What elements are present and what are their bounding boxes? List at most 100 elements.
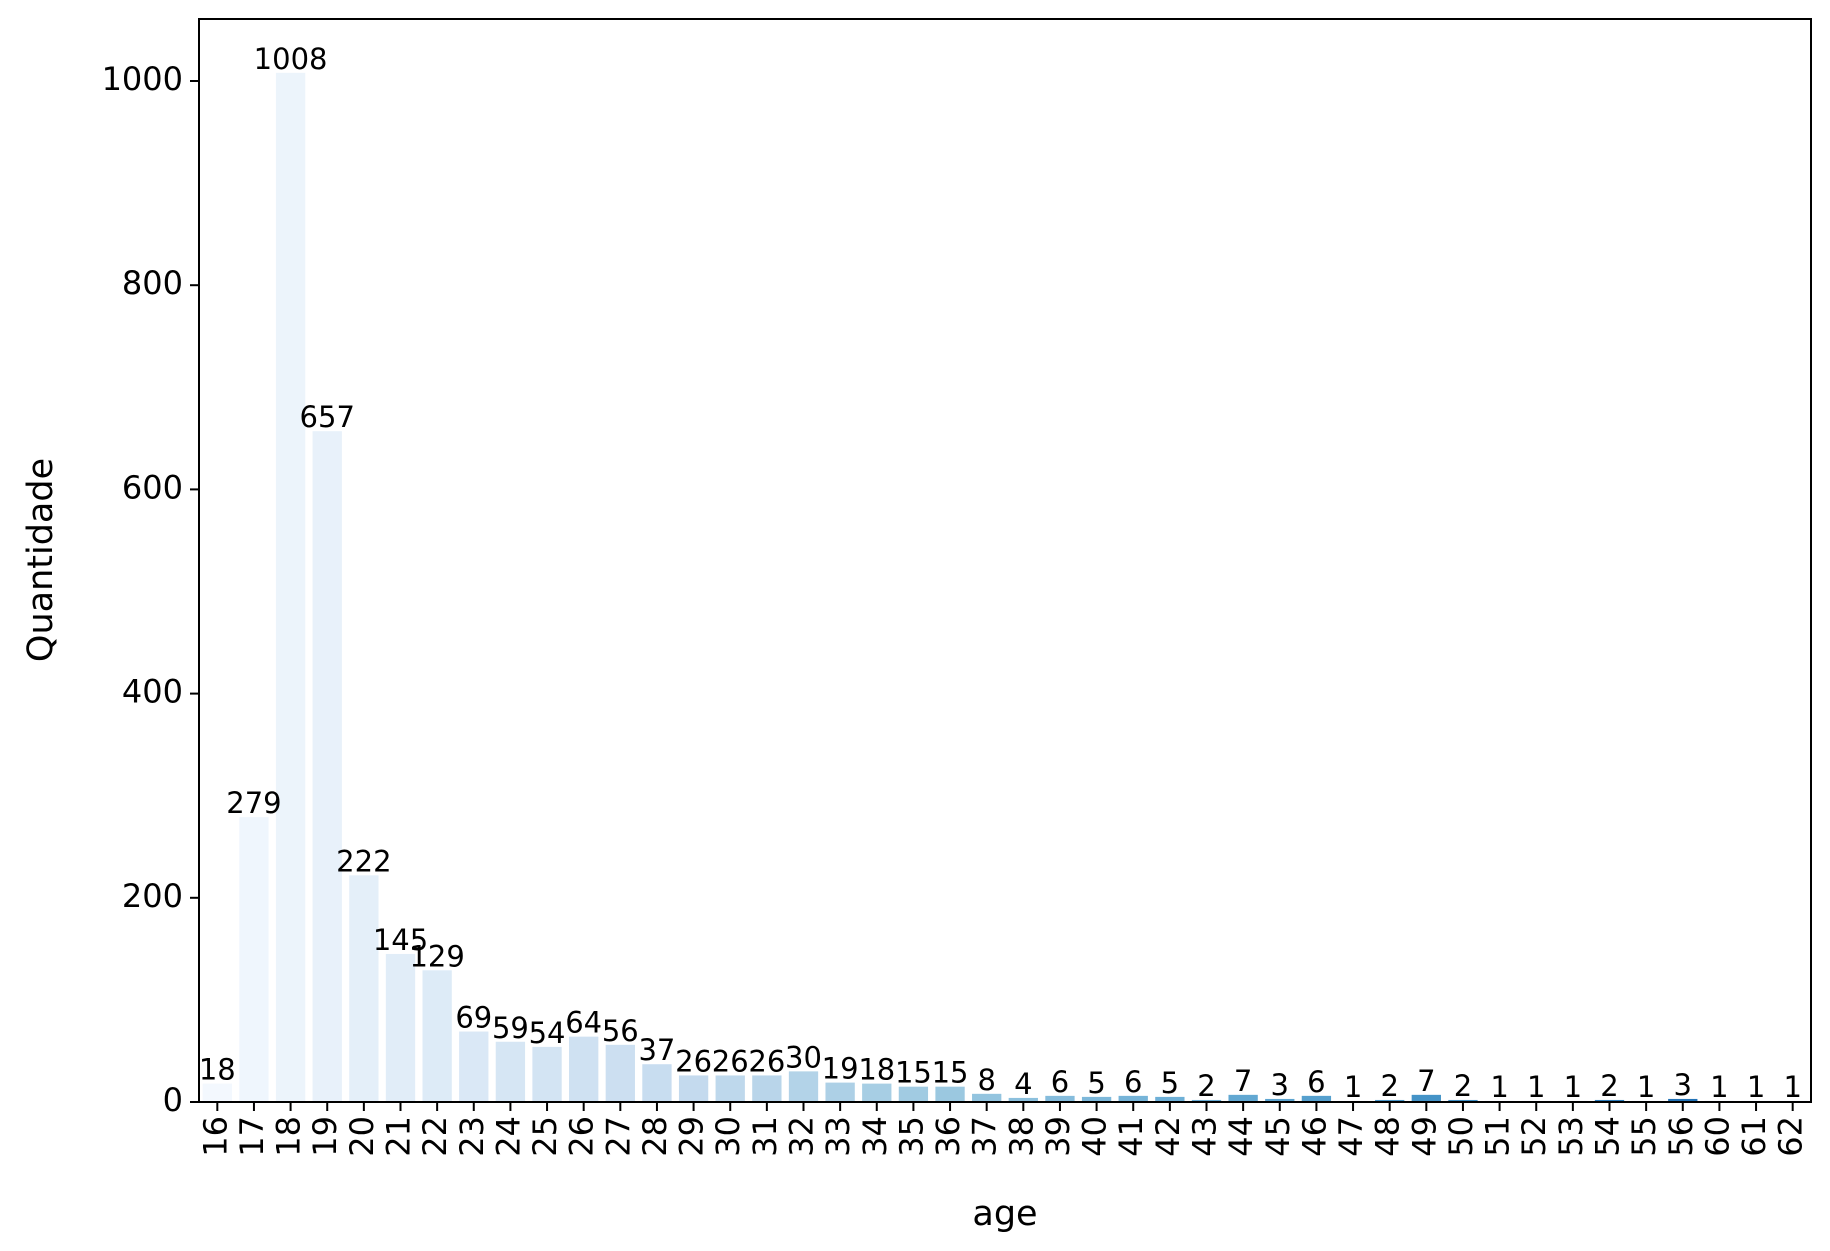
bar-age-26 <box>569 1036 599 1102</box>
bar-age-20 <box>349 875 379 1102</box>
x-tick-label-24: 24 <box>489 1116 527 1157</box>
value-label-age-26: 64 <box>565 1006 602 1040</box>
y-tick-label-1000: 1000 <box>102 60 183 98</box>
y-axis: 0 200 400 600 800 1000 <box>102 60 199 1119</box>
bar-age-41 <box>1118 1095 1148 1102</box>
x-tick-label-55: 55 <box>1625 1116 1663 1157</box>
bar-age-25 <box>532 1046 562 1102</box>
bar-age-54 <box>1594 1099 1625 1102</box>
x-tick-label-54: 54 <box>1589 1116 1627 1157</box>
bar-age-49 <box>1411 1094 1441 1102</box>
y-tick-label-800: 800 <box>122 264 183 302</box>
bar-age-18 <box>275 72 306 1103</box>
value-label-age-38: 4 <box>1014 1067 1032 1101</box>
value-label-age-19: 657 <box>300 400 355 434</box>
value-label-age-48: 2 <box>1380 1069 1398 1103</box>
value-label-age-60: 1 <box>1710 1070 1728 1104</box>
bar-age-29 <box>678 1075 709 1102</box>
value-label-age-22: 129 <box>409 939 464 973</box>
x-tick-label-19: 19 <box>306 1116 344 1157</box>
x-tick-label-60: 60 <box>1698 1116 1736 1157</box>
value-label-age-30: 26 <box>712 1044 749 1078</box>
x-tick-label-33: 33 <box>819 1116 857 1157</box>
x-tick-label-47: 47 <box>1332 1116 1370 1157</box>
x-axis-title: age <box>972 1194 1037 1234</box>
x-tick-label-56: 56 <box>1662 1116 1700 1157</box>
bar-age-30 <box>715 1075 745 1102</box>
value-label-age-52: 1 <box>1527 1070 1545 1104</box>
bars-group <box>202 72 1808 1103</box>
bar-age-28 <box>642 1064 672 1102</box>
x-tick-label-37: 37 <box>966 1116 1004 1157</box>
x-tick-label-53: 53 <box>1552 1116 1590 1157</box>
value-label-age-25: 54 <box>529 1016 566 1050</box>
x-tick-label-27: 27 <box>599 1116 637 1157</box>
value-label-age-39: 6 <box>1051 1065 1069 1099</box>
bar-age-24 <box>495 1041 526 1102</box>
x-tick-label-18: 18 <box>270 1116 308 1157</box>
bar-age-45 <box>1265 1098 1295 1102</box>
x-tick-label-20: 20 <box>343 1116 381 1157</box>
x-tick-label-62: 62 <box>1772 1116 1810 1157</box>
bar-age-33 <box>825 1082 855 1102</box>
bar-age-46 <box>1301 1095 1332 1102</box>
value-label-age-45: 3 <box>1271 1068 1289 1102</box>
y-tick-label-400: 400 <box>122 673 183 711</box>
bar-age-48 <box>1375 1099 1405 1102</box>
bar-age-56 <box>1668 1098 1698 1102</box>
value-label-age-55: 1 <box>1637 1070 1655 1104</box>
x-tick-label-16: 16 <box>196 1116 234 1157</box>
value-label-age-20: 222 <box>336 844 391 878</box>
x-tick-label-45: 45 <box>1259 1116 1297 1157</box>
x-tick-label-38: 38 <box>1002 1116 1040 1157</box>
x-tick-label-23: 23 <box>453 1116 491 1157</box>
value-label-age-50: 2 <box>1454 1069 1472 1103</box>
bar-age-34 <box>862 1083 892 1102</box>
value-label-age-34: 18 <box>858 1053 895 1087</box>
bar-age-36 <box>935 1086 965 1102</box>
x-tick-label-31: 31 <box>746 1116 784 1157</box>
value-label-age-41: 6 <box>1124 1065 1142 1099</box>
x-tick-label-61: 61 <box>1735 1116 1773 1157</box>
y-axis-title: Quantidade <box>21 458 61 662</box>
value-label-age-44: 7 <box>1234 1064 1252 1098</box>
x-tick-label-32: 32 <box>783 1116 821 1157</box>
value-label-age-16: 18 <box>199 1053 236 1087</box>
bar-age-27 <box>605 1044 635 1102</box>
x-tick-label-30: 30 <box>709 1116 747 1157</box>
bar-age-31 <box>752 1075 782 1102</box>
bar-age-40 <box>1081 1096 1112 1102</box>
bar-age-37 <box>972 1093 1002 1102</box>
x-tick-label-51: 51 <box>1479 1116 1517 1157</box>
bar-age-19 <box>312 431 342 1102</box>
bar-age-22 <box>422 970 452 1102</box>
bar-age-44 <box>1228 1094 1258 1102</box>
value-label-age-49: 7 <box>1417 1064 1435 1098</box>
bar-age-39 <box>1045 1095 1075 1102</box>
x-tick-label-35: 35 <box>892 1116 930 1157</box>
value-label-age-29: 26 <box>675 1044 712 1078</box>
value-label-age-56: 3 <box>1674 1068 1692 1102</box>
value-label-age-61: 1 <box>1747 1070 1765 1104</box>
bar-age-32 <box>788 1071 819 1102</box>
x-tick-label-50: 50 <box>1442 1116 1480 1157</box>
x-tick-label-25: 25 <box>526 1116 564 1157</box>
bar-age-17 <box>239 817 269 1102</box>
x-tick-label-43: 43 <box>1186 1116 1224 1157</box>
value-label-age-43: 2 <box>1197 1069 1215 1103</box>
value-label-age-23: 69 <box>455 1001 492 1035</box>
x-tick-label-29: 29 <box>673 1116 711 1157</box>
bar-age-42 <box>1155 1096 1185 1102</box>
x-axis: 1617181920212223242526272829303132333435… <box>196 1102 1810 1157</box>
value-label-age-35: 15 <box>895 1056 932 1090</box>
x-tick-label-42: 42 <box>1149 1116 1187 1157</box>
bar-age-21 <box>385 953 416 1102</box>
bar-age-50 <box>1448 1099 1478 1102</box>
y-tick-label-200: 200 <box>122 877 183 915</box>
value-label-age-33: 19 <box>822 1052 859 1086</box>
x-tick-label-41: 41 <box>1112 1116 1150 1157</box>
plot-frame <box>198 18 1812 1103</box>
bar-age-23 <box>459 1031 489 1102</box>
value-label-age-51: 1 <box>1490 1070 1508 1104</box>
x-tick-label-22: 22 <box>416 1116 454 1157</box>
